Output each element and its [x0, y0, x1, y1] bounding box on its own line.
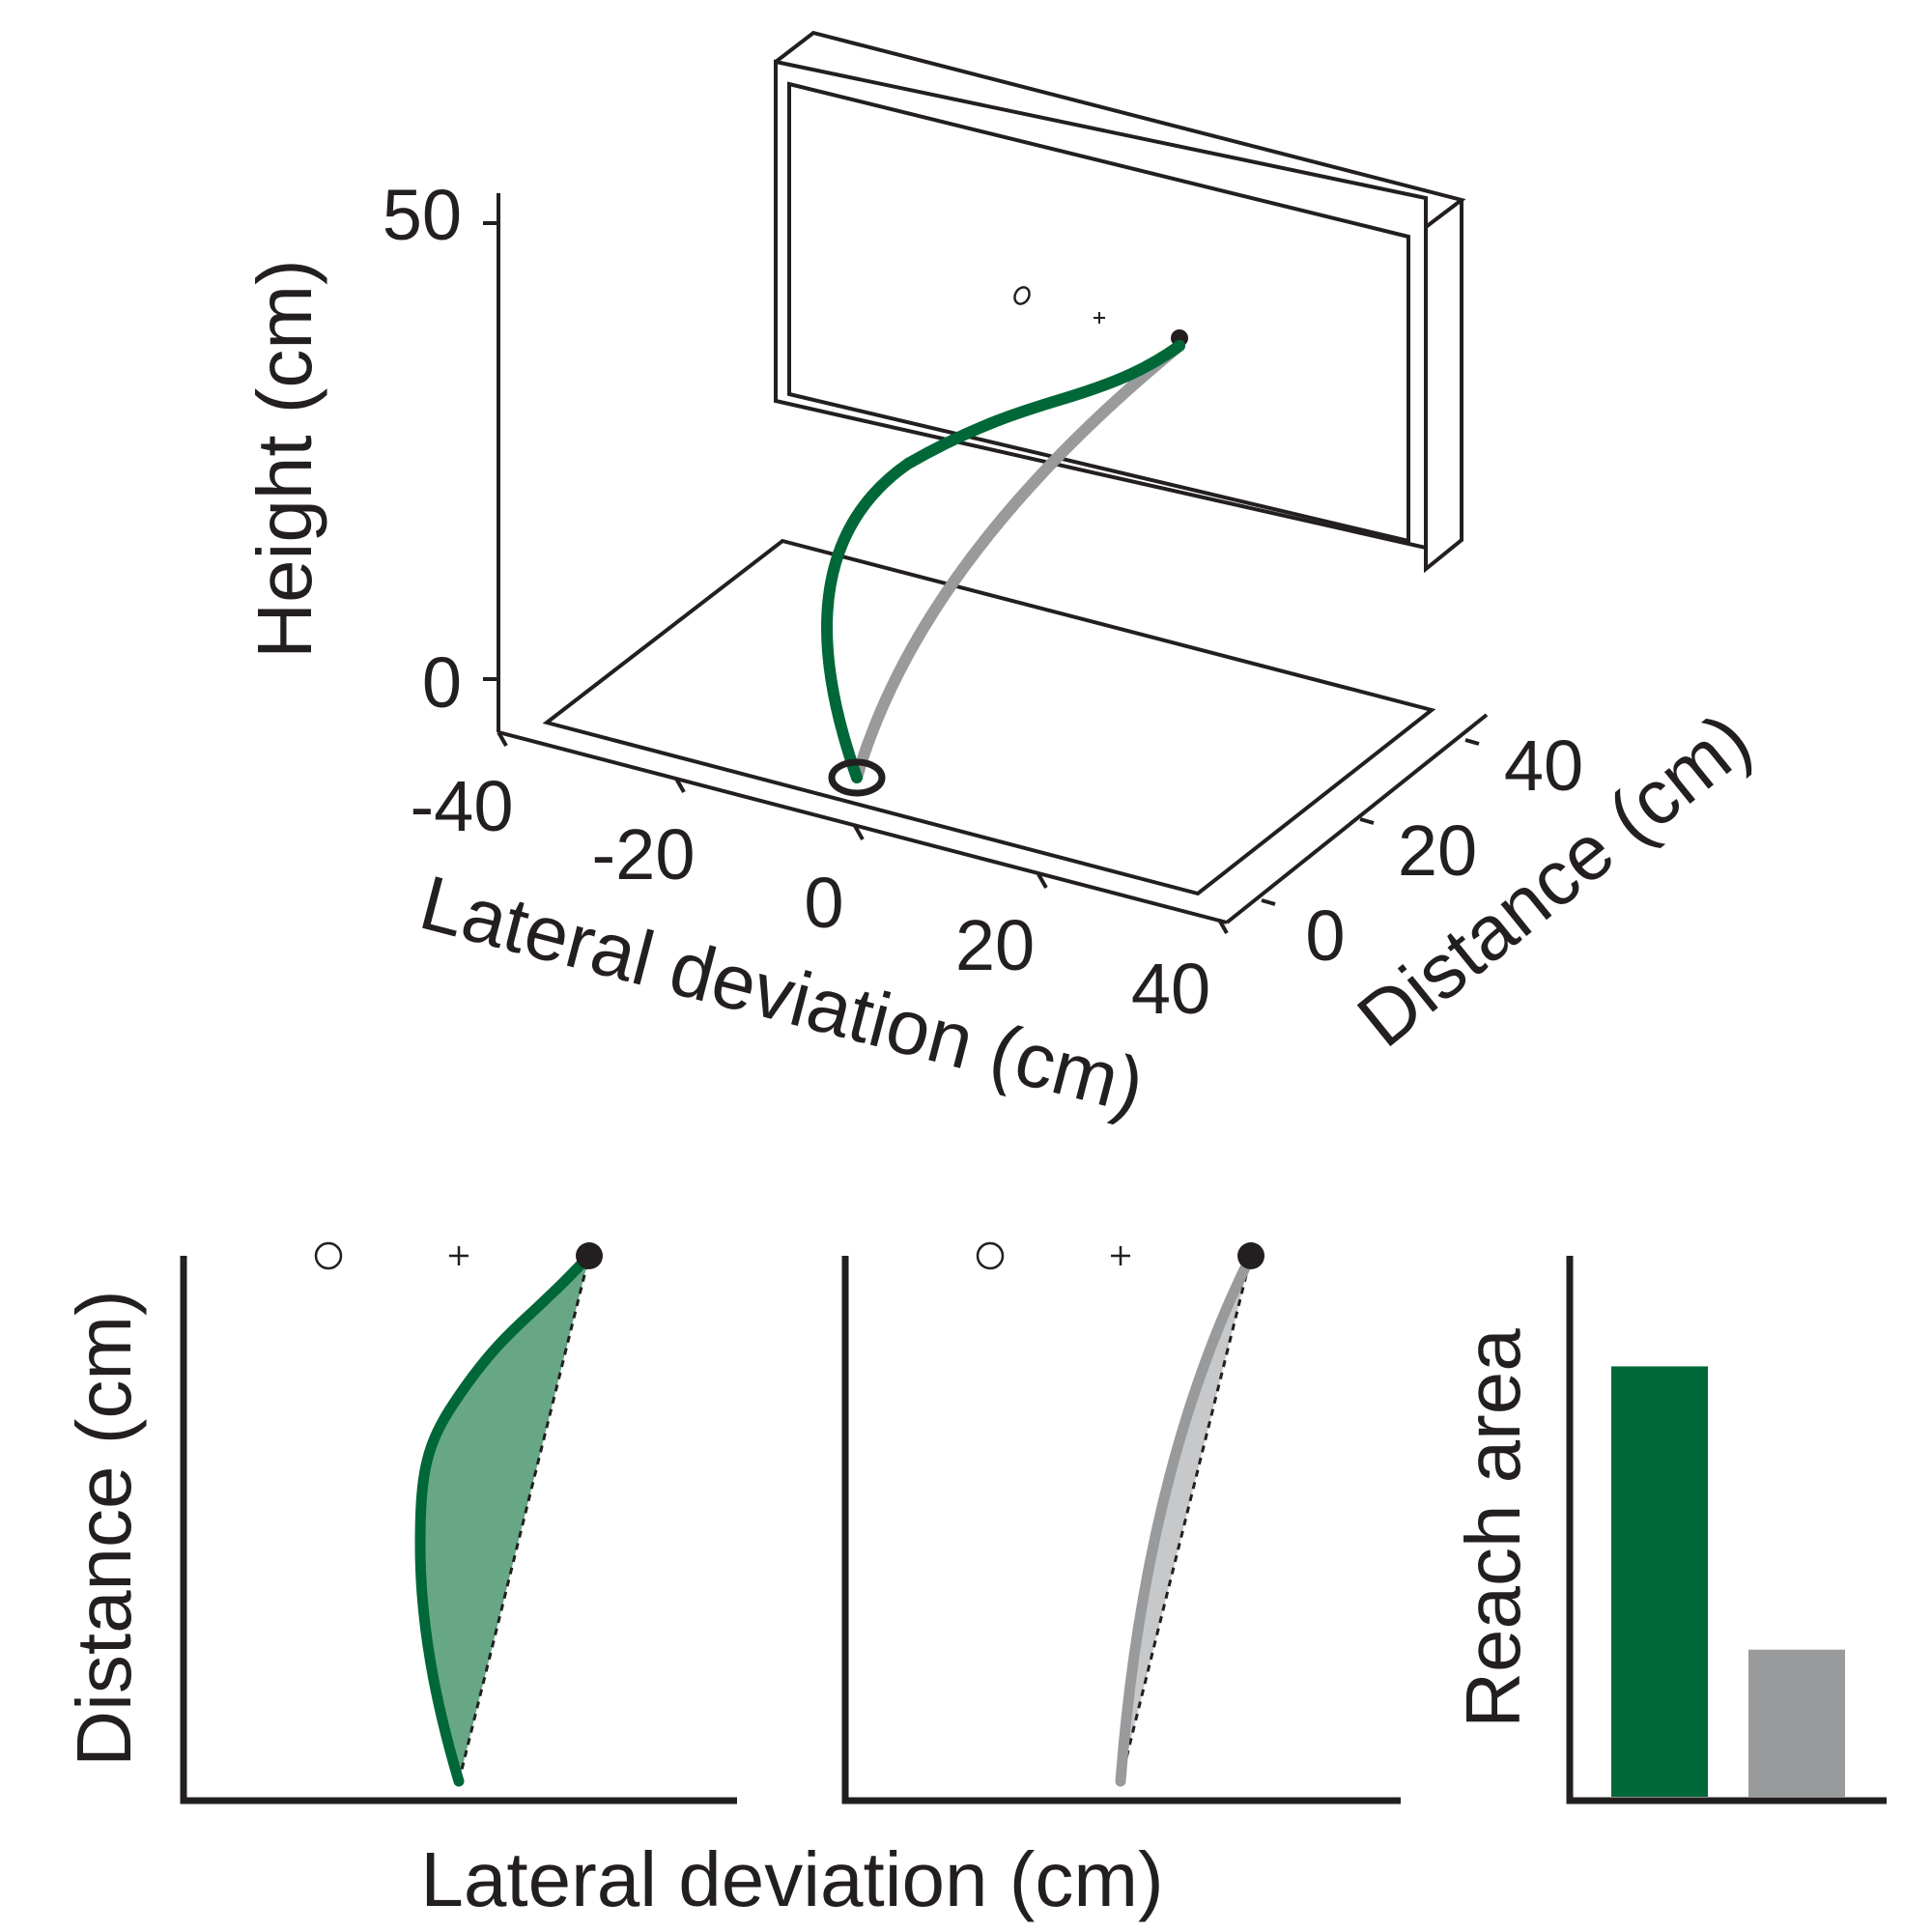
reach-area-green: [420, 1256, 589, 1781]
lateral-tick--20: [674, 778, 686, 793]
circle-marker-green: [314, 1241, 343, 1270]
lateral-tick-0: [853, 825, 865, 840]
bar-green: [1611, 1366, 1708, 1797]
trajectory-green: [414, 1250, 595, 1787]
axes-green: [180, 1256, 737, 1804]
lateral-tick-40: [1217, 919, 1229, 934]
distance-tick-label-0: 0: [1305, 895, 1345, 976]
bottom-xlabel: Lateral deviation (cm): [420, 1836, 1163, 1922]
height-tick-label-50: 50: [383, 175, 462, 255]
distance-tick-0: [1261, 898, 1276, 906]
start-ring-3d: [828, 758, 886, 797]
lateral-tick-20: [1037, 873, 1048, 889]
panel-topdown-green: Distance (cm): [61, 1241, 737, 1804]
lateral-tick-label-20: 20: [955, 905, 1035, 985]
axes-bar: [1566, 1256, 1887, 1804]
distance-tick-label-20: 20: [1398, 810, 1477, 891]
bar-gray: [1748, 1649, 1845, 1797]
trajectory-3d-gray: [851, 340, 1185, 783]
distance-tick-label-40: 40: [1504, 725, 1583, 806]
distance-tick-40: [1464, 738, 1480, 746]
table-plane: [542, 538, 1436, 896]
screen-circle-marker: [1013, 286, 1031, 305]
height-tick-label-0: 0: [422, 642, 462, 723]
lateral-axis-label: Lateral deviation (cm): [412, 859, 1153, 1129]
lateral-tick--40: [497, 731, 508, 747]
lateral-axis: [497, 730, 1229, 934]
screen-fixation-cross: [1094, 312, 1105, 324]
lateral-tick-label-0: 0: [804, 863, 843, 943]
fixation-cross-green: [449, 1246, 469, 1265]
monitor-outer-face: [774, 59, 1428, 551]
monitor-screen: [787, 81, 1410, 544]
monitor-top: [774, 30, 1466, 229]
straight-line-green: [457, 1255, 591, 1782]
height-axis-label: Height (cm): [242, 259, 327, 658]
panel-topdown-gray: [841, 1241, 1401, 1804]
straight-line-gray: [1119, 1255, 1253, 1782]
distance-tick-20: [1359, 817, 1375, 825]
axes-gray: [841, 1256, 1401, 1804]
panel-bar-chart: Reach area: [1450, 1256, 1887, 1804]
lateral-tick-label--20: -20: [592, 814, 696, 895]
monitor-side: [1424, 200, 1463, 574]
trajectory-3d-green: [821, 340, 1185, 783]
target-dot-gray: [1237, 1242, 1264, 1269]
fixation-cross-gray: [1111, 1246, 1130, 1265]
target-dot-green: [576, 1242, 603, 1269]
bottom-ylabel: Distance (cm): [61, 1290, 147, 1766]
monitor: [774, 30, 1466, 574]
trajectory-gray: [1115, 1250, 1257, 1787]
panel-3d: 50 0 Height (cm) -40 -20 0 20 40 Lateral…: [242, 30, 1766, 1129]
lateral-tick-label--40: -40: [411, 766, 514, 846]
circle-marker-gray: [976, 1241, 1005, 1270]
lateral-tick-label-40: 40: [1131, 949, 1210, 1029]
distance-axis: [1225, 713, 1489, 924]
bar-ylabel: Reach area: [1450, 1328, 1536, 1728]
height-axis: [483, 193, 500, 732]
